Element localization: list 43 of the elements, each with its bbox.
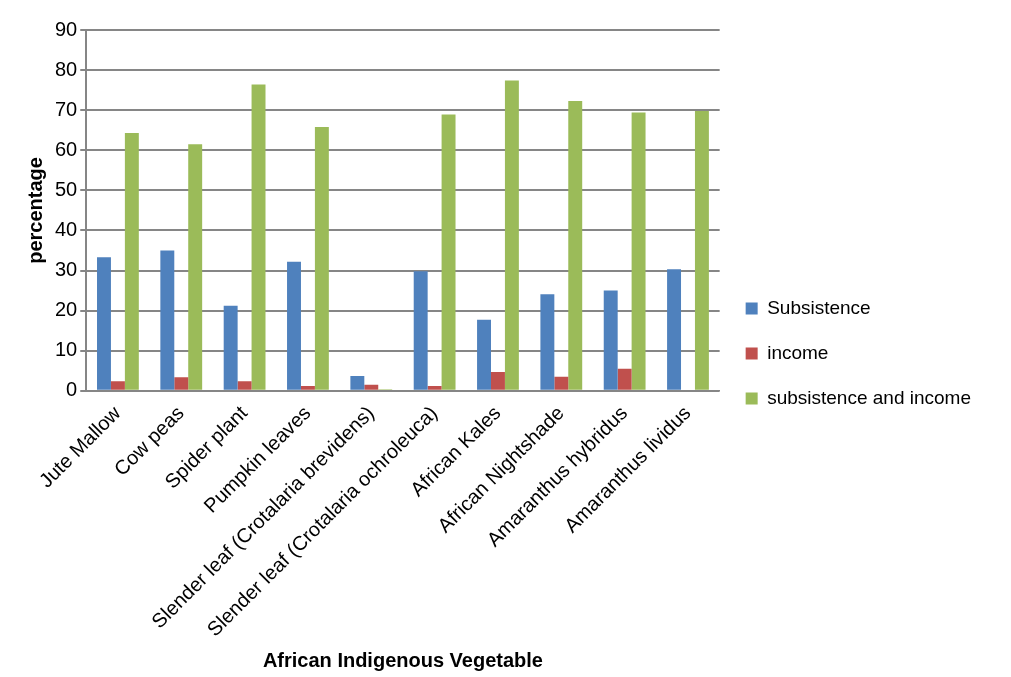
- bar: [491, 371, 505, 390]
- bar: [97, 257, 111, 390]
- y-tick-label: 10: [55, 338, 78, 361]
- bar: [287, 261, 301, 390]
- bar: [364, 384, 379, 390]
- y-tick-label: 50: [55, 177, 78, 200]
- bar: [223, 305, 238, 390]
- y-tick-label: 60: [55, 137, 78, 160]
- y-tick-label: 70: [55, 97, 78, 120]
- bar: [300, 385, 315, 390]
- bar: [160, 250, 175, 390]
- bar: [413, 271, 428, 390]
- bar: [237, 381, 252, 390]
- bar: [667, 269, 682, 390]
- bar: [477, 319, 491, 390]
- bar: [694, 110, 709, 390]
- bar: [617, 368, 632, 390]
- bar: [110, 381, 125, 390]
- bar: [174, 377, 189, 390]
- bar: [427, 385, 442, 390]
- bar: [251, 84, 266, 390]
- bar: [124, 133, 139, 390]
- y-tick-label: 80: [55, 57, 78, 80]
- y-tick-label: 30: [55, 258, 78, 281]
- legend-label: Subsistence: [767, 296, 871, 318]
- bar: [350, 375, 365, 390]
- legend-label: subsistence and income: [767, 386, 971, 408]
- legend-label: income: [767, 341, 829, 363]
- bar: [540, 294, 555, 390]
- y-axis-title: percentage: [23, 157, 46, 264]
- y-tick-label: 90: [55, 17, 78, 40]
- bar: [631, 112, 646, 390]
- y-tick-label: 20: [55, 298, 78, 321]
- y-tick-label: 40: [55, 217, 78, 240]
- bar: [504, 80, 519, 390]
- bar: [441, 114, 456, 390]
- x-axis-title: African Indigenous Vegetable: [262, 648, 543, 671]
- y-tick-label: 0: [66, 378, 78, 401]
- bar: [603, 290, 618, 390]
- bar: [568, 100, 583, 390]
- bar: [554, 376, 569, 390]
- bar: [188, 144, 203, 390]
- bar: [314, 127, 329, 390]
